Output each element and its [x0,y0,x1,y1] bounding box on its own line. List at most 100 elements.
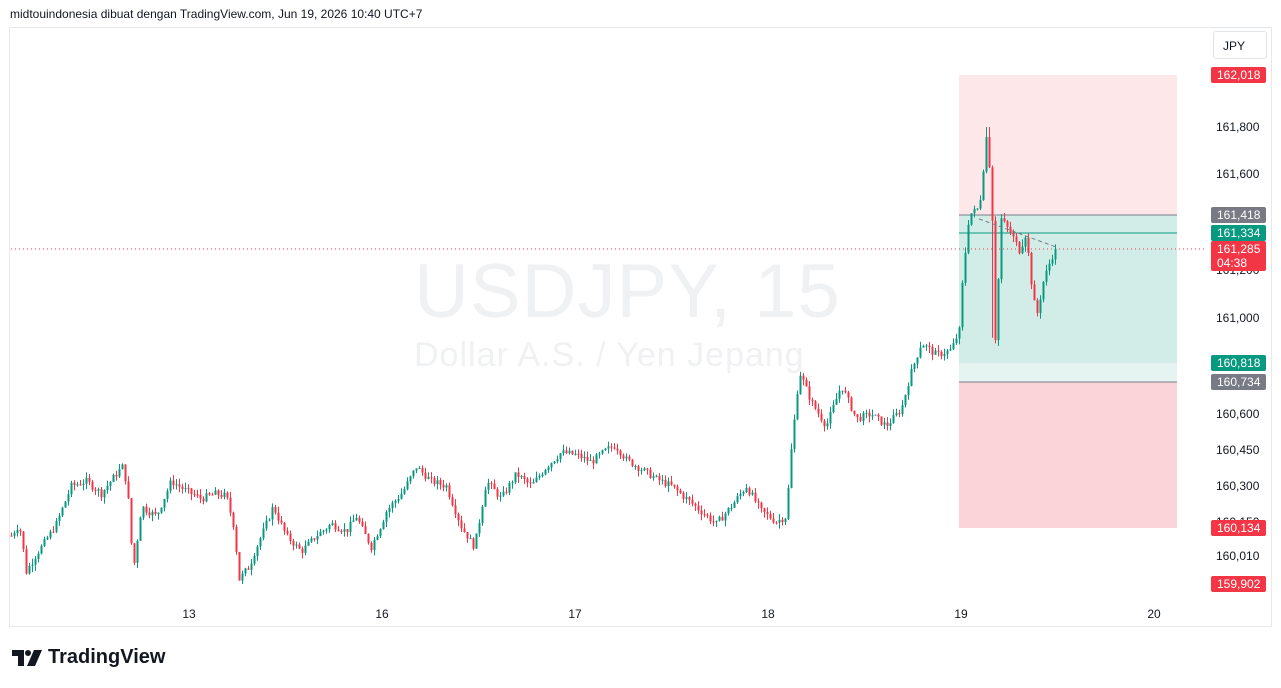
candle-body [127,481,130,499]
candle-body [379,529,382,537]
price-tag-label: 161,418 [1217,208,1261,222]
candle-body [322,530,325,532]
candle-body [697,505,700,511]
candle-body [889,423,892,426]
candle-body [253,555,256,564]
y-tick-label: 160,450 [1216,443,1260,457]
price-tag [1211,374,1266,390]
candle-body [376,536,379,540]
candle-body [910,368,913,386]
candle-body [325,529,328,531]
candle-body [145,506,148,513]
candle-body [682,493,685,499]
candle-body [337,529,340,531]
candle-body [589,460,592,462]
candle-body [22,531,25,550]
candle-body [367,533,370,543]
candle-body [538,475,541,478]
candle-body [880,416,883,425]
candle-body [292,541,295,546]
candle-body [1003,218,1006,222]
candle-body [709,515,712,522]
candle-body [739,493,742,497]
candle-body [796,394,799,420]
candle-body [622,455,625,459]
candle-body [925,345,928,347]
candle-body [469,538,472,540]
chart-caption: midtouindonesia dibuat dengan TradingVie… [10,7,423,21]
tradingview-logo[interactable]: TradingView [12,646,165,669]
candle-body [820,413,823,421]
candle-body [268,519,271,521]
candle-body [46,537,49,540]
candle-body [172,480,175,486]
candle-body [607,446,610,449]
candle-body [847,392,850,398]
candle-body [823,420,826,427]
candle-body [994,220,997,341]
candle-body [124,464,127,482]
candle-body [565,450,568,454]
candle-body [412,470,415,477]
buffer-zone [959,363,1177,382]
candle-body [82,483,85,486]
x-tick-label: 17 [568,607,582,621]
candle-body [520,476,523,478]
candle-body [283,522,286,531]
candle-body [532,482,535,484]
candle-body [361,521,364,527]
candle-body [166,490,169,499]
candle-body [442,484,445,488]
description-watermark: Dollar A.S. / Yen Jepang [414,336,805,374]
x-tick-label: 20 [1147,607,1161,621]
candle-body [220,494,223,497]
candle-body [1042,281,1045,300]
y-tick-label: 161,000 [1216,311,1260,325]
candle-body [139,517,142,541]
candle-body [229,497,232,513]
candle-body [235,527,238,553]
candle-body [892,415,895,424]
candle-body [424,472,427,479]
candle-body [175,484,178,486]
candle-body [1018,241,1021,254]
candle-body [358,517,361,522]
candle-body [334,523,337,530]
candle-body [628,456,631,460]
price-tag [1211,67,1266,83]
candle-body [1051,259,1054,264]
candle-body [724,513,727,521]
candle-body [688,497,691,500]
x-tick-label: 16 [375,607,389,621]
candle-body [1015,236,1018,242]
price-tag-label: 159,902 [1217,577,1261,591]
candle-body [271,507,274,520]
candle-body [592,460,595,464]
candle-body [397,498,400,501]
candle-body [154,511,157,515]
price-tag-label: 161,334 [1217,226,1261,240]
candle-body [835,398,838,405]
candle-body [916,357,919,364]
candle-body [577,453,580,455]
candle-body [913,363,916,369]
candle-body [88,477,91,482]
candle-body [997,279,1000,341]
candle-body [877,414,880,417]
currency-selector[interactable]: JPY [1213,31,1267,59]
candle-body [694,503,697,506]
candle-body [766,512,769,514]
candle-body [865,412,868,414]
candle-body [433,477,436,485]
candle-body [112,474,115,482]
y-tick-label: 161,600 [1216,167,1260,181]
candle-body [976,208,979,210]
candle-body [970,213,973,225]
candle-body [862,413,865,421]
candle-body [238,552,241,581]
candle-body [583,456,586,459]
candle-body [643,468,646,471]
y-tick-label: 161,800 [1216,120,1260,134]
candle-body [568,450,571,454]
